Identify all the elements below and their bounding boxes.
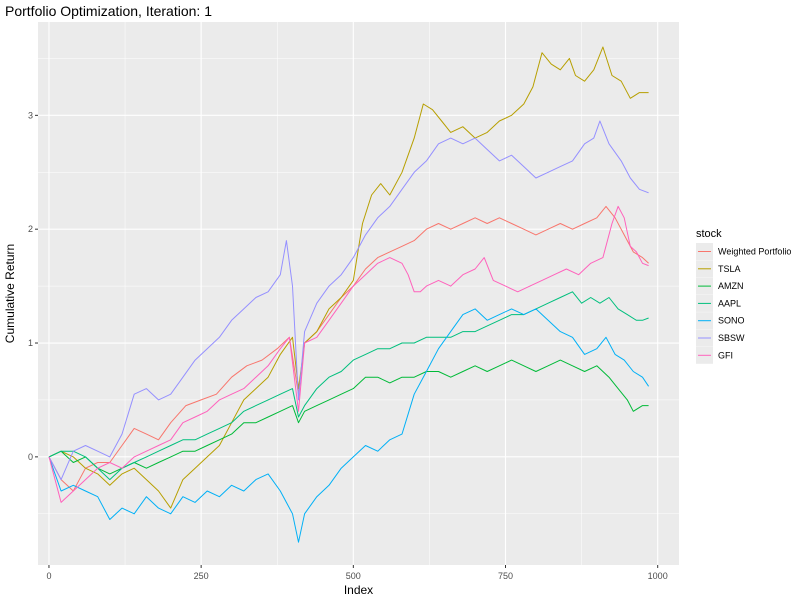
series-lines — [48, 46, 650, 543]
x-axis: 0 250 500 750 1000 — [46, 565, 668, 581]
chart-title: Portfolio Optimization, Iteration: 1 — [5, 3, 212, 19]
series-line-sbsw — [48, 120, 649, 481]
legend-title: stock — [696, 228, 722, 240]
series-line-aapl — [48, 291, 649, 481]
x-axis-title: Index — [344, 583, 373, 597]
y-tick-label: 1 — [28, 338, 33, 348]
legend-label-aapl: AAPL — [718, 298, 741, 308]
series-line-tsla — [48, 46, 649, 509]
x-tick-label: 250 — [194, 571, 209, 581]
y-tick-label: 2 — [28, 224, 33, 234]
plot-panel — [38, 22, 679, 565]
series-line-sono — [48, 308, 650, 543]
legend-label-weighted-portfolio: Weighted Portfolio — [718, 247, 791, 257]
legend-label-tsla: TSLA — [718, 264, 741, 274]
grid-major — [38, 22, 679, 565]
y-axis: 0 1 2 3 — [28, 110, 38, 462]
series-line-amzn — [48, 359, 649, 475]
x-tick-label: 500 — [346, 571, 361, 581]
y-tick-label: 0 — [28, 452, 33, 462]
y-axis-title: Cumulative Return — [3, 244, 17, 343]
y-tick-label: 3 — [28, 110, 33, 120]
grid-minor — [38, 22, 679, 565]
legend-label-amzn: AMZN — [718, 281, 744, 291]
x-tick-label: 0 — [46, 571, 51, 581]
legend: stock Weighted Portfolio TSLA AMZN AAPL SONO… — [696, 228, 791, 364]
series-line-gfi — [48, 205, 649, 503]
x-tick-label: 750 — [498, 571, 513, 581]
series-line-weighted-portfolio — [48, 205, 649, 492]
legend-label-sbsw: SBSW — [718, 333, 745, 343]
x-tick-label: 1000 — [648, 571, 668, 581]
legend-label-gfi: GFI — [718, 350, 733, 360]
legend-label-sono: SONO — [718, 316, 745, 326]
